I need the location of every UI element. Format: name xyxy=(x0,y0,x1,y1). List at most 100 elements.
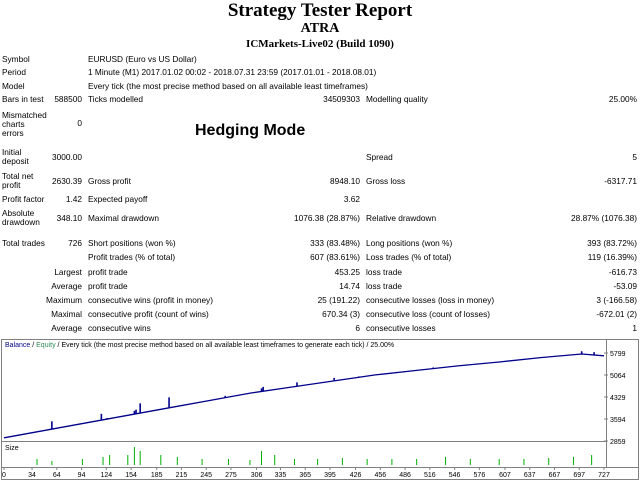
y-tick-label: 2859 xyxy=(610,439,626,446)
symbol-label: Symbol xyxy=(2,54,30,64)
legend-sep: / xyxy=(30,342,36,349)
volume-bar xyxy=(176,457,178,465)
model-value: Every tick (the most precise method base… xyxy=(88,81,368,91)
ticks-label: Ticks modelled xyxy=(88,94,144,104)
volume-bar xyxy=(36,459,38,465)
pf-label: Profit factor xyxy=(2,194,45,204)
chart-frame xyxy=(1,339,639,480)
loss-trades-label: Loss trades (% of total) xyxy=(366,252,452,262)
avg-cl-label: consecutive losses xyxy=(366,323,436,333)
avg-label: Average xyxy=(51,323,82,333)
gross-profit-value: 8948.10 xyxy=(330,176,360,186)
mxl-cl-value: -672.01 (2) xyxy=(596,309,637,319)
volume-bar xyxy=(366,459,368,465)
x-tick-label: 34 xyxy=(28,472,36,479)
loss-trades-value: 119 (16.39%) xyxy=(587,252,637,262)
size-label: Size xyxy=(5,445,19,452)
x-tick-label: 275 xyxy=(225,472,237,479)
max-cw-value: 25 (191.22) xyxy=(317,295,360,305)
volume-bar xyxy=(591,455,593,465)
y-tick-label: 5799 xyxy=(610,351,626,358)
max-dd-label: Maximal drawdown xyxy=(88,213,160,223)
net-value: 2630.39 xyxy=(52,176,82,186)
ep-label: Expected payoff xyxy=(88,194,148,204)
x-tick-label: 727 xyxy=(598,472,610,479)
x-tick-label: 516 xyxy=(424,472,436,479)
x-tick-label: 306 xyxy=(251,472,263,479)
maximal-label: Maximal xyxy=(51,309,82,319)
x-tick-label: 215 xyxy=(176,472,188,479)
max-cw-label: consecutive wins (profit in money) xyxy=(88,295,213,305)
period-value: 1 Minute (M1) 2017.01.02 00:02 - 2018.07… xyxy=(88,67,377,77)
profit-trades-value: 607 (83.61%) xyxy=(310,252,360,262)
x-tick-label: 64 xyxy=(53,472,61,479)
volume-bar xyxy=(102,457,104,465)
abs-dd-label-1: Absolute xyxy=(2,208,35,218)
gross-loss-label: Gross loss xyxy=(366,176,406,186)
x-tick-label: 245 xyxy=(200,472,212,479)
x-tick-label: 94 xyxy=(78,472,86,479)
max-cl-value: 3 (-166.58) xyxy=(596,295,637,305)
volume-bar xyxy=(133,447,135,465)
abs-dd-label-2: drawdown xyxy=(2,217,40,227)
x-tick-label: 335 xyxy=(275,472,287,479)
mxl-cp-label: consecutive profit (count of wins) xyxy=(88,309,209,319)
average-loss-label: loss trade xyxy=(366,281,402,291)
volume-bar xyxy=(341,458,343,465)
max-cl-label: consecutive losses (loss in money) xyxy=(366,295,495,305)
volume-bar xyxy=(294,459,296,465)
volume-bar xyxy=(445,457,447,465)
y-tick-label: 4329 xyxy=(610,395,626,402)
largest-label: Largest xyxy=(54,267,82,277)
volume-bar xyxy=(51,461,53,465)
mismatch-value: 0 xyxy=(77,118,82,128)
avg-cw-value: 6 xyxy=(355,323,360,333)
average-profit-value: 14.74 xyxy=(339,281,360,291)
hedging-mode-label: Hedging Mode xyxy=(195,122,306,139)
volume-bar xyxy=(572,457,574,465)
spread-value: 5 xyxy=(632,152,637,162)
volume-bar xyxy=(127,455,129,465)
quality-value: 25.00% xyxy=(608,94,637,104)
rel-dd-label: Relative drawdown xyxy=(366,213,437,223)
largest-profit-label: profit trade xyxy=(88,267,128,277)
volume-bar xyxy=(260,451,262,465)
x-tick-label: 456 xyxy=(374,472,386,479)
volume-bar xyxy=(249,460,251,465)
server-name: ICMarkets-Live02 (Build 1090) xyxy=(246,38,394,50)
x-tick-label: 667 xyxy=(549,472,561,479)
rel-dd-value: 28.87% (1076.38) xyxy=(571,213,637,223)
volume-bar xyxy=(274,455,276,465)
bars-label: Bars in test xyxy=(2,94,44,104)
pf-value: 1.42 xyxy=(65,194,82,204)
largest-profit-value: 453.25 xyxy=(334,267,360,277)
volume-bar xyxy=(548,458,550,465)
report-title: Strategy Tester Report xyxy=(227,0,413,21)
volume-bar xyxy=(391,459,393,465)
volume-bar xyxy=(469,459,471,465)
long-label: Long positions (won %) xyxy=(366,238,453,248)
volume-bar xyxy=(523,459,525,465)
average-profit-label: profit trade xyxy=(88,281,128,291)
maximum-label: Maximum xyxy=(46,295,82,305)
x-tick-label: 365 xyxy=(299,472,311,479)
initial-value: 3000.00 xyxy=(52,152,82,162)
x-tick-label: 124 xyxy=(100,472,112,479)
x-tick-label: 697 xyxy=(573,472,585,479)
bars-value: 588500 xyxy=(54,94,82,104)
expert-name: ATRA xyxy=(300,21,340,36)
period-label: Period xyxy=(2,67,26,77)
y-tick-label: 5064 xyxy=(610,373,626,380)
volume-bar xyxy=(201,459,203,465)
avg-cl-value: 1 xyxy=(632,323,637,333)
volume-bar xyxy=(81,459,83,465)
volume-bar xyxy=(227,459,229,465)
gross-profit-label: Gross profit xyxy=(88,176,131,186)
x-tick-label: 426 xyxy=(350,472,362,479)
largest-loss-value: -616.73 xyxy=(608,267,637,277)
avg-cw-label: consecutive wins xyxy=(88,323,151,333)
x-tick-label: 395 xyxy=(324,472,336,479)
legend-rest: / Every tick (the most precise method ba… xyxy=(56,342,395,349)
net-label-2: profit xyxy=(2,180,21,190)
initial-label-2: deposit xyxy=(2,156,29,166)
